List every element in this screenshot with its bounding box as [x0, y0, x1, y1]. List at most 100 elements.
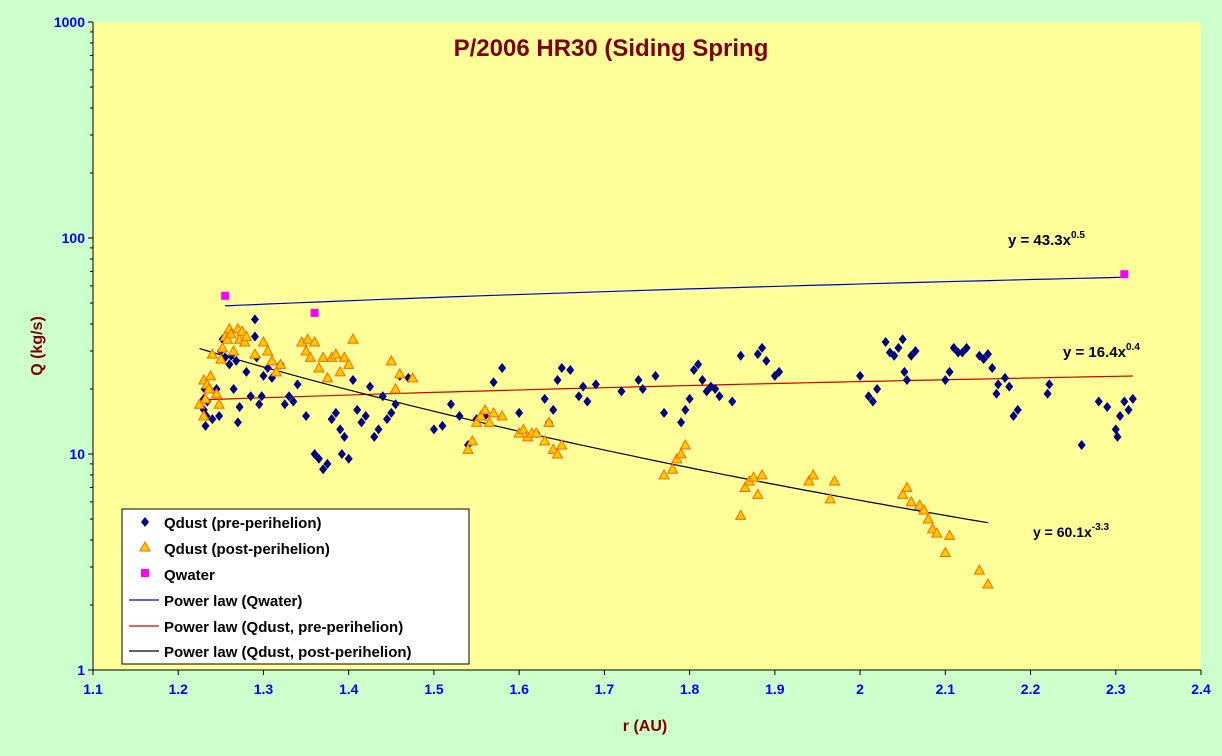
point-post-perihelion — [199, 392, 212, 404]
point-post-perihelion — [261, 344, 274, 356]
legend-entry-fit-water: Power law (Qwater) — [129, 593, 302, 610]
point-pre-perihelion — [257, 391, 266, 402]
point-pre-perihelion — [1094, 396, 1103, 407]
point-post-perihelion — [487, 406, 500, 418]
point-pre-perihelion — [515, 407, 524, 418]
x-tick-label: 1.2 — [168, 681, 188, 697]
point-post-perihelion — [466, 434, 479, 446]
point-post-perihelion — [385, 354, 398, 366]
point-post-perihelion — [393, 367, 406, 379]
point-pre-perihelion — [201, 420, 210, 431]
point-pre-perihelion — [235, 402, 244, 413]
point-post-perihelion — [973, 564, 986, 575]
point-pre-perihelion — [378, 391, 387, 402]
point-pre-perihelion — [429, 424, 438, 435]
legend-square-marker — [141, 569, 149, 577]
point-pre-perihelion — [583, 396, 592, 407]
point-pre-perihelion — [446, 399, 455, 410]
point-pre-perihelion — [391, 399, 400, 410]
point-post-perihelion — [236, 325, 249, 336]
chart-title: P/2006 HR30 (Siding Spring — [454, 35, 769, 62]
point-pre-perihelion — [954, 347, 963, 358]
point-post-perihelion — [317, 351, 329, 362]
point-pre-perihelion — [455, 410, 464, 421]
point-pre-perihelion — [694, 359, 703, 370]
point-post-perihelion — [342, 358, 355, 369]
point-pre-perihelion — [331, 407, 340, 418]
point-pre-perihelion — [289, 396, 298, 407]
point-post-perihelion — [216, 341, 229, 353]
legend-label-fit-pre: Power law (Qdust, pre-perihelion) — [164, 619, 403, 636]
point-post-perihelion — [389, 382, 402, 394]
point-pre-perihelion — [540, 393, 549, 404]
point-post-perihelion — [543, 416, 555, 427]
legend-label-pre: Qdust (pre-perihelion) — [164, 515, 322, 532]
point-pre-perihelion — [344, 453, 353, 464]
point-post-perihelion — [943, 529, 956, 540]
legend-entry-post: Qdust (post-perihelion) — [139, 540, 330, 558]
point-post-perihelion — [206, 348, 219, 359]
axis-ticks: 1.1 1.2 1.3 1.4 1.5 1.6 1.7 1.8 1.9 2 2.1 2.2 2.3 2.4… — [54, 14, 1211, 697]
point-pre-perihelion — [553, 375, 562, 386]
point-pre-perihelion — [638, 383, 647, 394]
x-tick-label: 1.3 — [254, 681, 274, 697]
point-post-perihelion — [483, 416, 496, 427]
point-post-perihelion — [240, 330, 253, 341]
point-pre-perihelion — [246, 391, 255, 402]
x-tick-label: 1.8 — [680, 681, 700, 697]
point-post-perihelion — [922, 512, 935, 524]
point-post-perihelion — [905, 495, 918, 507]
legend-diamond-marker — [141, 517, 149, 527]
point-post-perihelion — [679, 439, 692, 450]
point-pre-perihelion — [1013, 404, 1022, 415]
point-pre-perihelion — [566, 364, 575, 375]
point-post-perihelion — [538, 434, 551, 446]
legend-box — [121, 508, 470, 665]
point-pre-perihelion — [911, 345, 920, 356]
point-pre-perihelion — [762, 355, 771, 366]
point-pre-perihelion — [557, 363, 566, 374]
point-pre-perihelion — [319, 464, 328, 475]
point-post-perihelion — [939, 546, 952, 557]
point-pre-perihelion — [498, 363, 507, 374]
point-pre-perihelion — [361, 410, 370, 421]
point-post-perihelion — [739, 481, 751, 492]
point-post-perihelion — [330, 348, 342, 359]
point-post-perihelion — [266, 354, 278, 366]
point-pre-perihelion — [1000, 372, 1009, 383]
point-pre-perihelion — [1124, 404, 1133, 415]
legend-entry-water: Qwater — [141, 567, 215, 584]
point-pre-perihelion — [685, 393, 694, 404]
point-pre-perihelion — [864, 391, 873, 402]
point-pre-perihelion — [327, 414, 336, 425]
point-pre-perihelion — [894, 342, 903, 353]
point-pre-perihelion — [348, 375, 357, 386]
point-pre-perihelion — [1009, 410, 1018, 421]
point-pre-perihelion — [992, 388, 1001, 399]
point-pre-perihelion — [677, 417, 686, 428]
point-pre-perihelion — [370, 431, 379, 442]
point-post-perihelion — [203, 382, 215, 394]
point-pre-perihelion — [549, 404, 558, 415]
point-pre-perihelion — [1116, 410, 1125, 421]
point-post-perihelion — [530, 427, 543, 438]
point-post-perihelion — [313, 362, 325, 373]
point-post-perihelion — [257, 335, 270, 347]
point-pre-perihelion — [775, 366, 784, 377]
point-pre-perihelion — [229, 383, 238, 394]
legend-entry-pre: Qdust (pre-perihelion) — [141, 515, 322, 532]
point-pre-perihelion — [591, 379, 600, 390]
point-pre-perihelion — [215, 410, 224, 421]
fit-equation-post: y = 60.1x-3.3 — [1033, 522, 1109, 540]
point-post-perihelion — [238, 335, 251, 347]
x-tick-label: 1.5 — [424, 681, 444, 697]
x-tick-label: 2.2 — [1021, 681, 1041, 697]
legend-label-post: Qdust (post-perihelion) — [164, 541, 330, 558]
point-pre-perihelion — [689, 364, 698, 375]
point-post-perihelion — [214, 353, 227, 364]
point-pre-perihelion — [357, 417, 366, 428]
point-pre-perihelion — [681, 404, 690, 415]
x-tick-label: 2 — [856, 681, 864, 697]
